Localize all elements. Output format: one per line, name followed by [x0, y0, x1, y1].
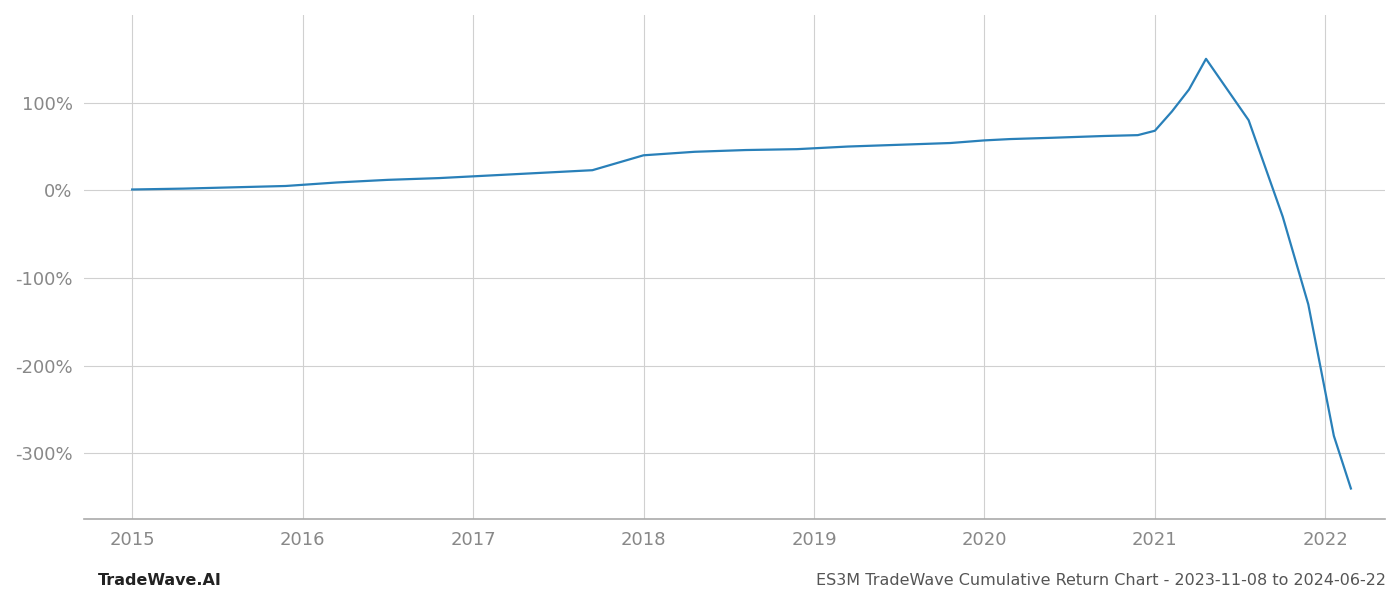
Text: ES3M TradeWave Cumulative Return Chart - 2023-11-08 to 2024-06-22: ES3M TradeWave Cumulative Return Chart -… [816, 573, 1386, 588]
Text: TradeWave.AI: TradeWave.AI [98, 573, 221, 588]
